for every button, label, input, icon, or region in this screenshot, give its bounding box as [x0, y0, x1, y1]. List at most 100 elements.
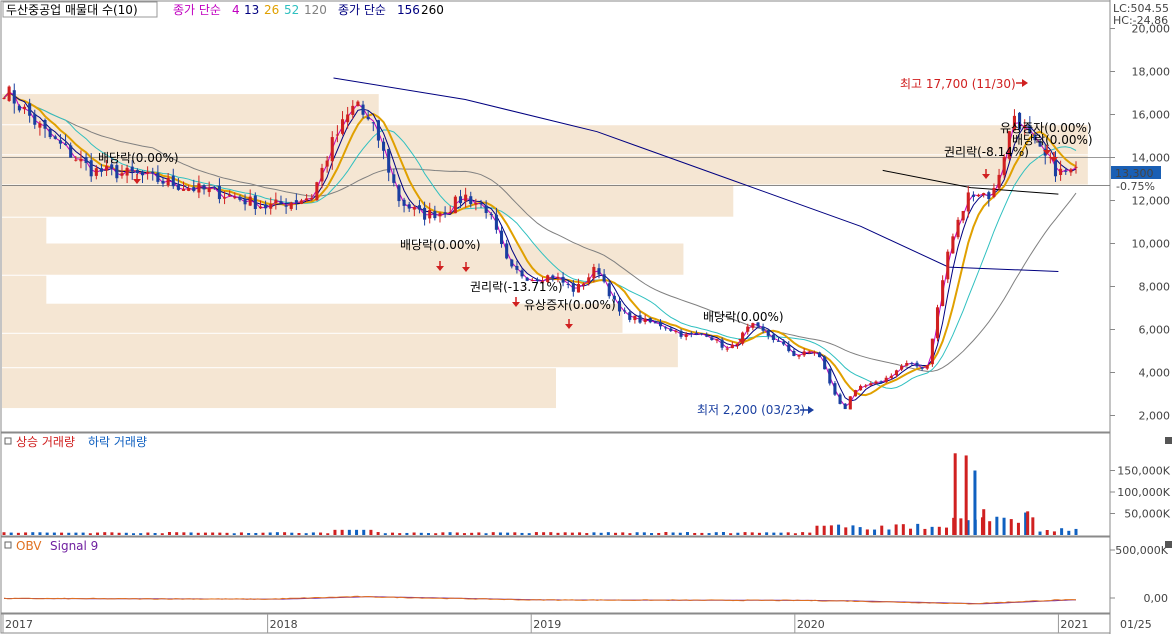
volume-bar [484, 533, 488, 535]
volume-bar [132, 533, 136, 535]
price-tick-label: 4,000 [1139, 367, 1171, 380]
candle-body [38, 123, 42, 128]
volume-bar [736, 532, 740, 535]
ma-period-260: 260 [421, 3, 444, 17]
candle-body [197, 183, 201, 193]
event-markers [133, 145, 1058, 344]
volume-bar [434, 533, 438, 535]
ma-period-120: 120 [304, 3, 327, 17]
volume-bar [355, 529, 359, 535]
volume-bar [304, 533, 308, 535]
ma-26-line [3, 90, 1077, 397]
price-tick-label: 6,000 [1139, 324, 1171, 337]
candle-body [499, 230, 504, 245]
candle-body [494, 214, 498, 230]
candle-body [997, 174, 1001, 189]
candle-body [299, 200, 304, 204]
candle-body [607, 283, 611, 297]
obv-title: OBV [16, 539, 42, 553]
low-note: 최저 2,200 (03/23) [697, 403, 814, 417]
time-tick-label: 2017 [5, 618, 33, 631]
candle-body [776, 340, 781, 342]
candle-body [28, 103, 32, 116]
volume-panel-menu-icon[interactable] [1165, 437, 1172, 444]
volume-bar [909, 528, 913, 535]
volume-bar [1016, 522, 1020, 535]
volume-bar [462, 533, 466, 535]
volume-bar [894, 524, 898, 535]
candle-body [489, 213, 493, 216]
volume-bar [628, 533, 632, 535]
volume-bar [685, 532, 689, 535]
candle-body [638, 315, 642, 323]
lc-readout: LC:504.55 [1113, 2, 1169, 15]
candle-body [69, 145, 73, 158]
volume-bar [419, 532, 423, 535]
candle-body [356, 101, 360, 106]
candle-body [628, 312, 632, 320]
volume-bar [88, 533, 92, 535]
price-tick-label: 18,000 [1132, 66, 1171, 79]
candle-body [423, 207, 427, 220]
volume-panel-handle-icon[interactable] [4, 437, 12, 445]
volume-bar [60, 532, 64, 535]
volume-bar [1067, 530, 1071, 535]
volume-bar [261, 532, 265, 535]
volume-bar [542, 532, 546, 535]
candle-body [407, 204, 411, 209]
candle-body [274, 199, 278, 203]
volume-profile [2, 94, 1088, 409]
candle-body [587, 277, 591, 283]
obv-panel-menu-icon[interactable] [1165, 541, 1172, 548]
volume-bar [24, 532, 28, 535]
candle-body [202, 185, 206, 190]
candle-body [684, 334, 688, 337]
obv-signal-title: Signal 9 [50, 539, 98, 553]
volume-bar [117, 532, 121, 535]
candle-body [571, 283, 575, 292]
volume-bar [671, 532, 675, 535]
candle-body [258, 206, 262, 209]
candle-body [443, 212, 447, 215]
candle-body [58, 140, 62, 144]
volume-bar [880, 525, 884, 535]
candle-body [110, 164, 114, 168]
volume-bar [887, 529, 891, 535]
volume-bar [52, 532, 56, 535]
candle-body [879, 381, 883, 383]
ma-period-13: 13 [244, 3, 259, 17]
candle-body [894, 370, 899, 376]
ma-period-26: 26 [264, 3, 279, 17]
candle-body [17, 105, 21, 111]
volume-bar [232, 533, 236, 535]
volume-bar [1031, 517, 1035, 535]
volume-bar [513, 532, 517, 535]
candle-body [392, 174, 396, 183]
ma-120-line [3, 91, 1077, 372]
candle-body [474, 202, 478, 205]
volume-bar [865, 529, 869, 535]
volume-bar [858, 527, 862, 535]
ma-260-line [882, 169, 1059, 195]
obv-panel-handle-icon[interactable] [4, 541, 12, 549]
candle-body [874, 381, 878, 384]
volume-bar [290, 532, 294, 535]
candle-body [228, 195, 232, 197]
candle-body [325, 160, 329, 167]
time-last-label: 01/25 [1120, 618, 1152, 631]
volume-bar [448, 532, 452, 535]
volume-bar [693, 532, 697, 535]
event-label-8: 배당락(0.00%) [1012, 133, 1093, 147]
candle-body [166, 177, 170, 186]
candle-body [576, 283, 581, 293]
stock-name-box[interactable] [2, 1, 158, 18]
candle-body [438, 213, 442, 217]
volume-bar [160, 533, 164, 535]
candle-body [515, 265, 519, 270]
volume-panel-frame [0, 432, 1111, 537]
volume-bar [1026, 511, 1030, 535]
volume-bar [146, 532, 150, 535]
event-label-3: 권리락(-13.71%) [470, 280, 563, 294]
volume-bar [678, 532, 682, 535]
volume-bar [642, 532, 646, 535]
